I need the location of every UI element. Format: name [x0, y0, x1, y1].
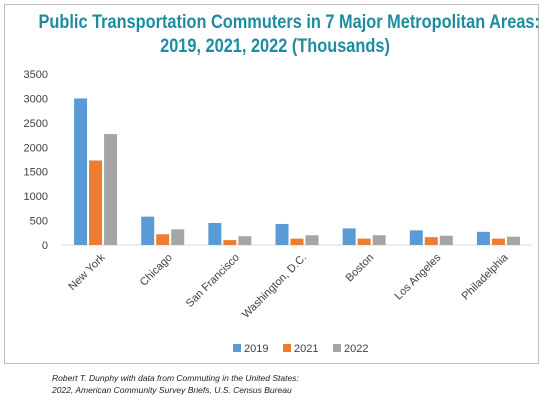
bar-2022 [506, 236, 520, 245]
legend-swatch-2022 [333, 344, 341, 352]
bar-2022 [238, 236, 252, 245]
bar-2021 [290, 238, 304, 245]
bar-2022 [305, 235, 319, 245]
bar-2019 [476, 231, 490, 245]
chart-title-line-1: Public Transportation Commuters in 7 Maj… [38, 12, 540, 33]
bar-2019 [275, 223, 289, 245]
x-tick-label: Philadelphia [460, 251, 511, 302]
x-tick-label: Los Angeles [393, 251, 444, 302]
x-tick-label: Chicago [138, 252, 175, 289]
bar-2022 [104, 134, 118, 245]
bar-2021 [491, 238, 505, 245]
source-line-1: Robert T. Dunphy with data from Commutin… [52, 373, 299, 383]
bar-2019 [141, 216, 155, 245]
bar-2022 [439, 235, 453, 245]
bar-2021 [424, 237, 438, 245]
bar-2021 [223, 240, 237, 245]
legend-swatch-2021 [283, 344, 291, 352]
y-tick-label: 2000 [24, 142, 48, 154]
y-axis-labels: 0 500 1000 1500 2000 2500 3000 3500 [24, 69, 48, 252]
chart-title-line-2: 2019, 2021, 2022 (Thousands) [160, 36, 390, 57]
y-tick-label: 500 [30, 216, 48, 228]
bar-2019 [409, 230, 423, 245]
bar-2019 [74, 98, 88, 245]
y-tick-label: 2500 [24, 118, 48, 130]
source-note: Robert T. Dunphy with data from Commutin… [52, 372, 472, 396]
legend-label: 2021 [294, 343, 318, 355]
x-tick-label: Washington, D.C. [240, 252, 309, 321]
legend-label: 2022 [344, 343, 368, 355]
bar-2021 [156, 234, 170, 245]
bar-2021 [89, 160, 103, 245]
x-tick-label: New York [66, 251, 108, 293]
y-tick-label: 3500 [24, 69, 48, 81]
source-line-2: 2022, American Community Survey Briefs, … [52, 385, 292, 395]
legend: 2019 2021 2022 [233, 343, 368, 355]
bars [74, 98, 520, 245]
bar-2019 [342, 228, 356, 245]
x-tick-label: Boston [344, 252, 377, 285]
y-tick-label: 1500 [24, 167, 48, 179]
legend-swatch-2019 [233, 344, 241, 352]
y-tick-label: 0 [42, 240, 48, 252]
bar-2022 [171, 229, 185, 245]
y-tick-label: 3000 [24, 93, 48, 105]
x-tick-label: San Francisco [184, 252, 242, 310]
y-tick-label: 1000 [24, 191, 48, 203]
legend-label: 2019 [244, 343, 268, 355]
bar-2019 [208, 223, 222, 245]
x-axis-labels: New York Chicago San FranciscoWashington, … [66, 251, 511, 321]
bar-2021 [357, 238, 371, 245]
bar-2022 [372, 235, 386, 245]
